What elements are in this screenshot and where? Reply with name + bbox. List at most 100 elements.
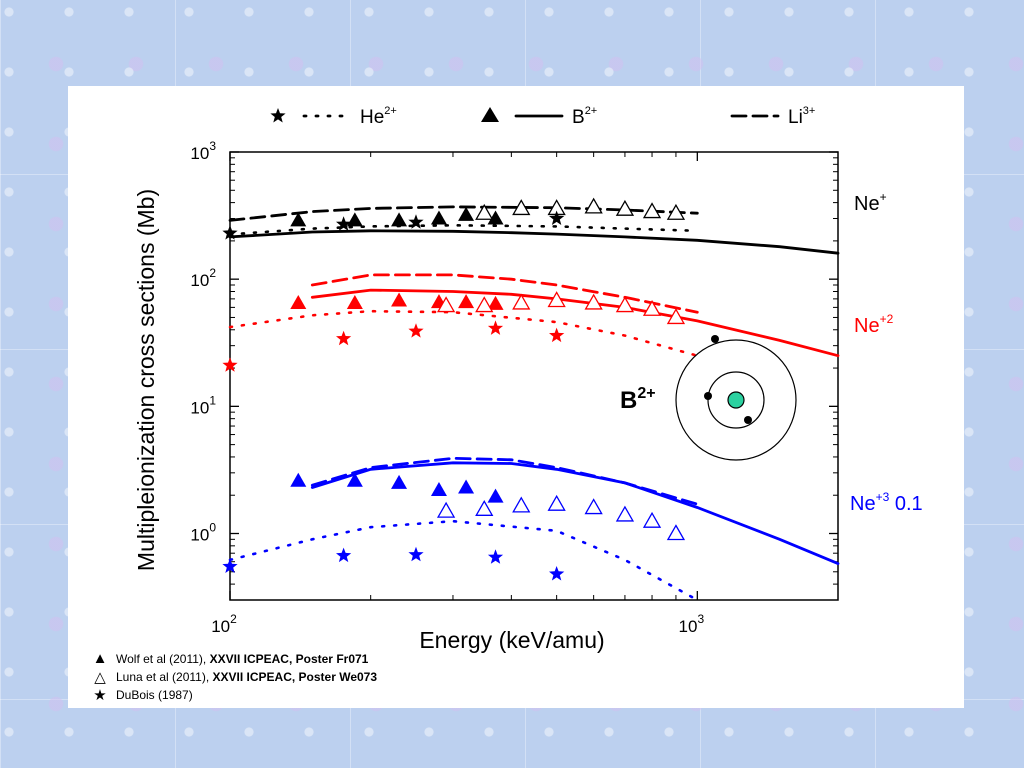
series-label: Ne+3 0.1	[850, 490, 923, 515]
legend-entry-label: Li3+	[788, 105, 815, 128]
series-line-5	[228, 309, 699, 358]
data-point-5-2	[408, 323, 424, 338]
data-point-8-3	[487, 549, 504, 564]
series-line-7	[310, 456, 699, 506]
data-point-2-1	[336, 216, 352, 231]
data-point-7-5	[615, 505, 635, 522]
axis-ticks	[229, 151, 839, 601]
data-point-3-0	[290, 294, 307, 309]
data-point-4-1	[475, 296, 494, 313]
data-point-5-1	[336, 330, 352, 346]
data-point-0-1	[346, 212, 363, 227]
data-point-7-0	[436, 501, 456, 518]
data-point-4-3	[547, 291, 566, 308]
data-point-1-1	[512, 199, 531, 216]
data-point-4-5	[615, 296, 635, 313]
legend-entry-label: He2+	[360, 105, 397, 128]
data-point-8-1	[336, 547, 352, 563]
series-line-8	[228, 519, 699, 602]
y-axis-label: Multipleionization cross sections (Mb)	[133, 189, 159, 571]
data-markers	[222, 197, 686, 581]
data-point-7-2	[512, 496, 531, 513]
data-point-8-4	[549, 566, 565, 581]
reference-source: XXVII ICPEAC, Poster Fr071	[209, 651, 369, 666]
data-point-2-3	[549, 210, 565, 225]
axis-tick-labels: 100 101 102 103 102 103	[190, 139, 704, 636]
legend-star-icon	[270, 108, 286, 123]
data-point-8-2	[408, 546, 424, 562]
data-point-3-1	[346, 294, 363, 309]
reference-author: Luna et al (2011),	[116, 670, 213, 684]
filled-triangle-icon: ▲	[92, 650, 108, 667]
data-point-3-2	[391, 292, 408, 307]
star-icon: ★	[93, 687, 107, 704]
data-point-0-3	[430, 210, 447, 225]
data-point-7-3	[547, 494, 566, 511]
reference-note: ▲ Wolf et al (2011), XXVII ICPEAC, Poster…	[92, 650, 369, 667]
data-point-6-1	[346, 472, 363, 487]
data-point-4-4	[584, 293, 603, 310]
data-point-5-3	[487, 320, 504, 335]
data-point-1-0	[475, 203, 494, 220]
atom-diagram: B2+	[620, 335, 797, 461]
cross-section-chart: He2+ B2+ Li3+ 100 101 102 103 102 103 Energy (k…	[133, 105, 923, 653]
plot-frame	[229, 151, 839, 601]
data-point-7-4	[584, 498, 603, 515]
outer-orbit	[675, 339, 797, 461]
data-point-1-5	[642, 202, 662, 219]
data-point-7-6	[642, 511, 662, 528]
data-point-3-5	[487, 295, 504, 310]
electron	[744, 416, 752, 424]
reference-author: Wolf et al (2011),	[116, 651, 210, 666]
data-point-5-0	[222, 357, 238, 372]
y-tick-label: 103	[190, 139, 216, 163]
data-point-2-2	[408, 214, 424, 229]
legend-entry-label: B2+	[572, 105, 597, 128]
data-point-0-5	[487, 210, 504, 225]
top-legend: He2+ B2+ Li3+	[270, 105, 815, 128]
data-point-0-2	[391, 212, 408, 227]
data-point-4-2	[512, 293, 531, 310]
data-point-1-3	[584, 197, 603, 214]
series-line-0	[228, 229, 840, 255]
data-point-4-6	[642, 299, 662, 316]
electron	[711, 335, 719, 343]
data-point-7-1	[475, 499, 494, 516]
data-point-6-2	[391, 474, 408, 489]
data-point-6-3	[430, 481, 447, 496]
x-tick-label: 102	[211, 612, 237, 636]
y-tick-label: 101	[190, 393, 216, 417]
series-line-3	[310, 288, 840, 358]
data-point-0-4	[458, 206, 475, 221]
reference-note: ★ DuBois (1987)	[92, 686, 193, 704]
y-tick-label: 100	[190, 521, 216, 545]
x-tick-label: 103	[679, 612, 705, 636]
data-point-6-4	[458, 479, 475, 494]
electron	[704, 392, 712, 400]
reference-author: DuBois (1987)	[116, 688, 193, 702]
data-point-0-0	[290, 212, 307, 227]
atom-label: B2+	[620, 385, 656, 414]
open-triangle-icon: △	[94, 669, 106, 686]
data-point-4-0	[436, 296, 456, 313]
data-point-4-7	[666, 308, 686, 325]
theory-curves	[228, 205, 840, 602]
series-line-6	[310, 461, 840, 566]
data-point-6-5	[487, 488, 504, 503]
chart-panel: He2+ B2+ Li3+ 100 101 102 103 102 103 Energy (k…	[68, 86, 964, 708]
x-axis-label: Energy (keV/amu)	[419, 627, 604, 653]
data-point-2-0	[222, 225, 238, 240]
data-point-1-4	[615, 199, 635, 216]
data-point-7-7	[666, 524, 686, 541]
data-point-1-6	[666, 203, 686, 220]
data-point-6-0	[290, 472, 307, 487]
reference-note: △ Luna et al (2011), XXVII ICPEAC, Poster…	[92, 668, 377, 686]
series-line-2	[228, 223, 699, 236]
data-point-3-4	[458, 294, 475, 309]
legend-triangle-icon	[481, 107, 499, 122]
reference-source: XXVII ICPEAC, Poster We073	[212, 670, 378, 684]
series-labels: Ne+ Ne+2 Ne+3 0.1	[850, 190, 923, 515]
series-line-1	[228, 205, 699, 222]
data-point-5-4	[549, 327, 565, 343]
y-tick-label: 102	[190, 266, 216, 290]
